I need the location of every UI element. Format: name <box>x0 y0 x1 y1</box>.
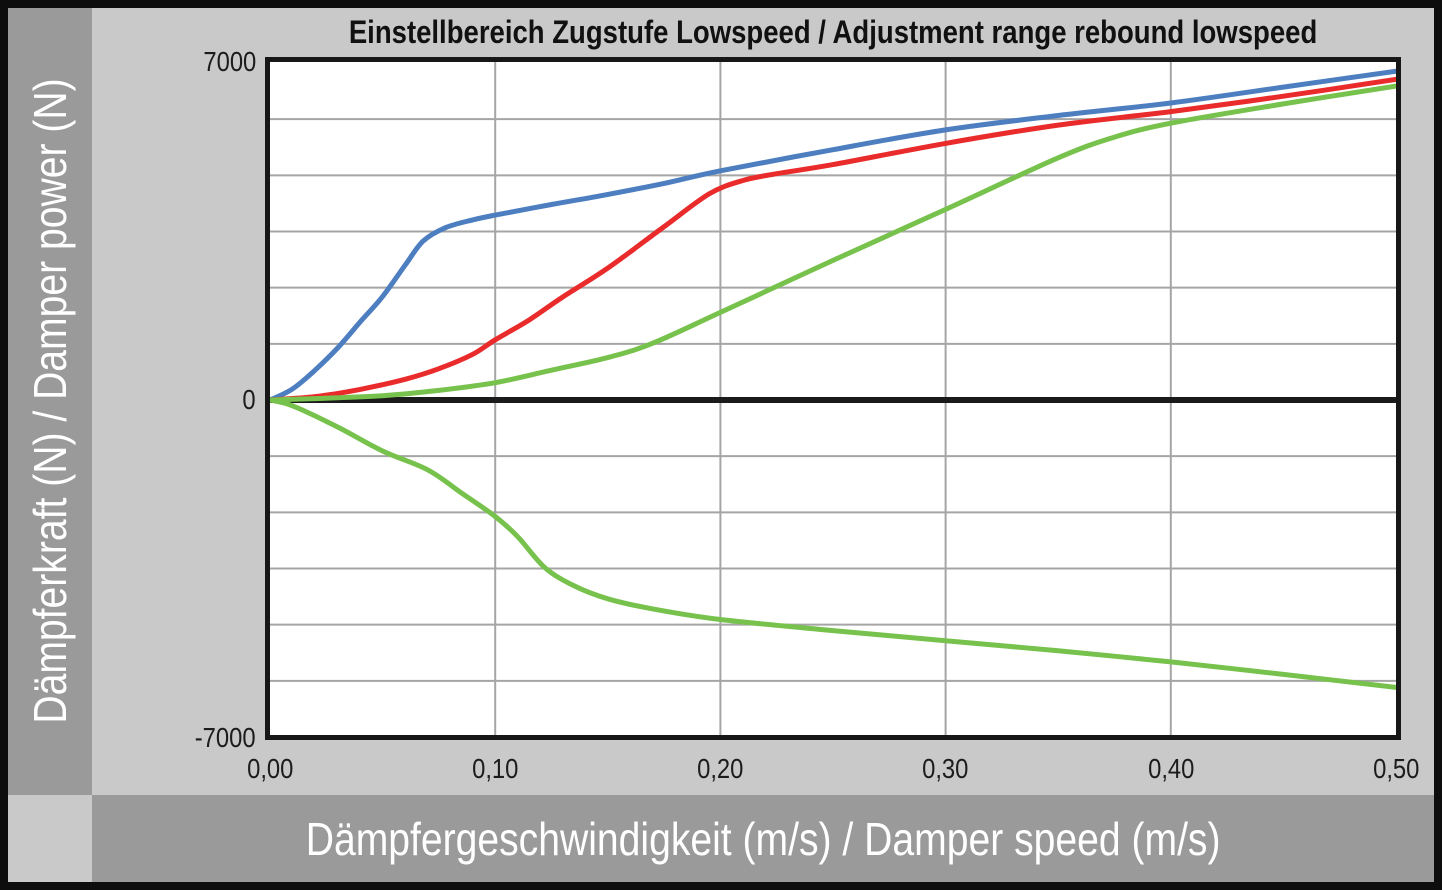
series-line-green-min-damping <box>270 83 1396 403</box>
x-axis-label: Dämpfergeschwindigkeit (m/s) / Damper sp… <box>305 812 1221 865</box>
x-tick-030: 0,30 <box>921 753 969 784</box>
series-line-red-mid-damping <box>270 76 1396 403</box>
x-axis-label-band: Dämpfergeschwindigkeit (m/s) / Damper sp… <box>92 795 1434 882</box>
y-tick-7000: 7000 <box>203 46 256 77</box>
chart-title: Einstellbereich Zugstufe Lowspeed / Adju… <box>348 14 1318 50</box>
chart-background: Dämpferkraft (N) / Damper power (N) Dämp… <box>8 8 1434 882</box>
y-tick-minus-7000: -7000 <box>195 722 256 753</box>
x-tick-050: 0,50 <box>1372 753 1420 784</box>
x-tick-020: 0,20 <box>696 753 744 784</box>
series-line-green-negative-branch <box>270 397 1396 690</box>
series-line-blue-max-damping <box>270 68 1396 403</box>
chart-plot-area <box>265 57 1401 740</box>
chart-svg <box>270 62 1396 735</box>
y-axis-label-band: Dämpferkraft (N) / Damper power (N) <box>8 8 92 795</box>
y-tick-0: 0 <box>242 384 256 415</box>
x-tick-000: 0,00 <box>246 753 294 784</box>
x-tick-040: 0,40 <box>1147 753 1195 784</box>
x-tick-010: 0,10 <box>471 753 519 784</box>
y-axis-label: Dämpferkraft (N) / Damper power (N) <box>24 78 76 724</box>
